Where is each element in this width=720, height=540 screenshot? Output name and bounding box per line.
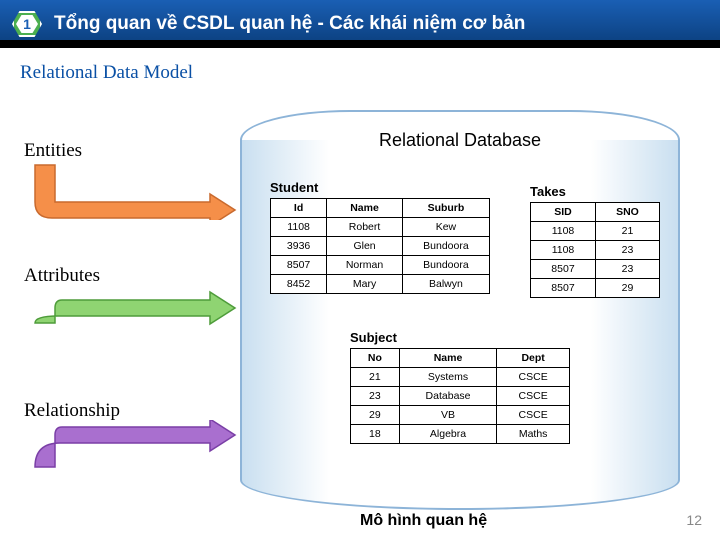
- table-cell: 1108: [531, 222, 596, 241]
- label-attributes: Attributes: [24, 265, 100, 287]
- table-row: 21SystemsCSCE: [351, 368, 570, 387]
- table-subject: Subject NoNameDept 21SystemsCSCE23Databa…: [350, 330, 570, 444]
- table-row: 8507NormanBundoora: [271, 256, 490, 275]
- section-title: Relational Data Model: [0, 48, 720, 90]
- table-header-cell: SID: [531, 203, 596, 222]
- table-cell: Norman: [327, 256, 403, 275]
- database-cylinder: Relational Database Student IdNameSuburb…: [240, 110, 680, 510]
- table-cell: 23: [351, 387, 400, 406]
- table-cell: 23: [595, 260, 659, 279]
- table-cell: 18: [351, 425, 400, 444]
- table-student: Student IdNameSuburb 1108RobertKew3936Gl…: [270, 180, 490, 294]
- badge-number: 1: [23, 16, 31, 32]
- table-header-cell: Id: [271, 199, 327, 218]
- table-cell: Kew: [402, 218, 489, 237]
- slide-title: Tổng quan về CSDL quan hệ - Các khái niệ…: [54, 13, 525, 35]
- table-header-cell: Dept: [497, 349, 570, 368]
- table-cell: Database: [399, 387, 497, 406]
- table-header-cell: SNO: [595, 203, 659, 222]
- label-relationship: Relationship: [24, 400, 120, 422]
- table-header-cell: Suburb: [402, 199, 489, 218]
- slide-header: 1 Tổng quan về CSDL quan hệ - Các khái n…: [0, 0, 720, 48]
- arrow-entities: [30, 160, 240, 220]
- table-cell: Algebra: [399, 425, 497, 444]
- table-caption-student: Student: [270, 180, 490, 198]
- table-header-cell: Name: [399, 349, 497, 368]
- arrow-relationship: [30, 420, 240, 490]
- table-header-cell: No: [351, 349, 400, 368]
- table-cell: 1108: [271, 218, 327, 237]
- table-cell: Bundoora: [402, 256, 489, 275]
- page-number: 12: [686, 512, 702, 528]
- table-cell: CSCE: [497, 406, 570, 425]
- table-row: 3936GlenBundoora: [271, 237, 490, 256]
- table-cell: 3936: [271, 237, 327, 256]
- table-cell: CSCE: [497, 368, 570, 387]
- section-badge: 1: [12, 11, 42, 37]
- table-takes: Takes SIDSNO 110821110823850723850729: [530, 184, 660, 298]
- database-title: Relational Database: [379, 130, 541, 151]
- table-row: 850723: [531, 260, 660, 279]
- table-cell: 8507: [531, 260, 596, 279]
- table-cell: 21: [351, 368, 400, 387]
- table-row: 110823: [531, 241, 660, 260]
- table-cell: Bundoora: [402, 237, 489, 256]
- table-cell: Mary: [327, 275, 403, 294]
- table-row: 29VBCSCE: [351, 406, 570, 425]
- table-cell: Balwyn: [402, 275, 489, 294]
- table-row: 110821: [531, 222, 660, 241]
- table-cell: 8507: [271, 256, 327, 275]
- label-entities: Entities: [24, 140, 82, 162]
- table-row: 23DatabaseCSCE: [351, 387, 570, 406]
- table-cell: Systems: [399, 368, 497, 387]
- table-header-cell: Name: [327, 199, 403, 218]
- table-row: 1108RobertKew: [271, 218, 490, 237]
- table-caption-takes: Takes: [530, 184, 660, 202]
- table-cell: Robert: [327, 218, 403, 237]
- table-cell: CSCE: [497, 387, 570, 406]
- footer-label: Mô hình quan hệ: [360, 512, 487, 530]
- table-cell: 8507: [531, 279, 596, 298]
- table-cell: 29: [595, 279, 659, 298]
- arrow-attributes: [30, 288, 240, 358]
- table-cell: Maths: [497, 425, 570, 444]
- table-row: 8452MaryBalwyn: [271, 275, 490, 294]
- table-cell: 29: [351, 406, 400, 425]
- table-row: 18AlgebraMaths: [351, 425, 570, 444]
- table-cell: VB: [399, 406, 497, 425]
- table-row: 850729: [531, 279, 660, 298]
- table-cell: 8452: [271, 275, 327, 294]
- table-cell: 23: [595, 241, 659, 260]
- table-cell: Glen: [327, 237, 403, 256]
- table-caption-subject: Subject: [350, 330, 570, 348]
- table-cell: 21: [595, 222, 659, 241]
- table-cell: 1108: [531, 241, 596, 260]
